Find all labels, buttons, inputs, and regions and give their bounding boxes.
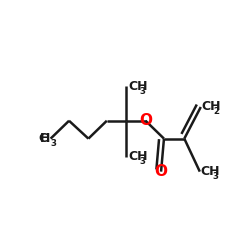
Text: C: C — [39, 132, 48, 145]
Text: CH: CH — [128, 150, 148, 163]
Text: 3: 3 — [139, 157, 145, 166]
Text: CH: CH — [201, 165, 220, 178]
Text: CH: CH — [202, 100, 221, 114]
Text: 3: 3 — [139, 87, 145, 96]
Text: H: H — [40, 132, 50, 145]
Text: O: O — [154, 164, 168, 179]
Text: 3: 3 — [212, 172, 218, 181]
Text: CH: CH — [128, 80, 148, 93]
Text: 3: 3 — [50, 139, 56, 148]
Text: O: O — [139, 113, 152, 128]
Text: 2: 2 — [213, 108, 219, 116]
